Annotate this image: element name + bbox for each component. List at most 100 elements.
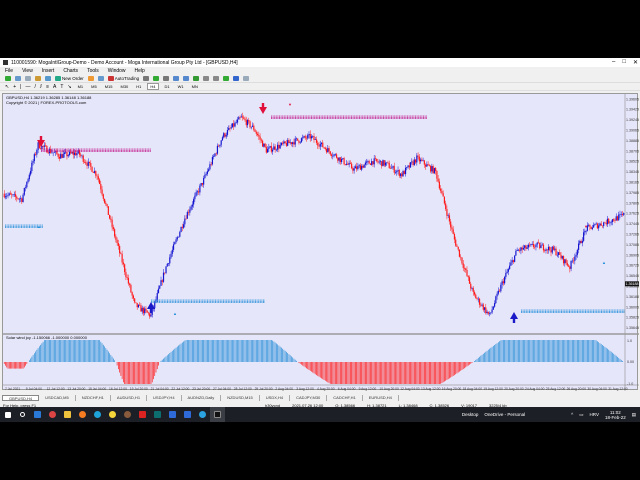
periods-icon[interactable] [233,76,240,81]
price-chart[interactable]: ▼ ▼ ▼ ▲ ▲ ▲ 1.39605 1.39425 1.39245 1.39065 1.3888… [3,94,639,391]
bar-chart-icon[interactable] [143,76,150,81]
tf-w1[interactable]: W1 [177,84,184,89]
clock[interactable]: 11:02 18-Feb-22 [605,410,626,420]
terminal-icon[interactable] [45,76,51,81]
firefox-icon[interactable] [75,407,90,422]
language-indicator[interactable]: HRV [589,412,599,417]
line-chart-icon[interactable] [163,76,170,81]
status-datetime: 2021.07.26 12:00 [292,402,324,408]
candle-body [527,244,530,248]
menu-file[interactable]: File [5,68,14,74]
chart-header: GBPUSD,H4 1.36219 1.36285 1.36148 1.3618… [6,95,91,106]
chart-tab[interactable]: GBPUSD,H4 [2,395,40,401]
chart-tab[interactable]: NZDUSD,M15 [221,395,260,401]
zoom-out-icon[interactable] [183,76,190,81]
chart-tab[interactable]: CADCHF,H1 [327,395,363,401]
chart-tab[interactable]: USDJPY,H4 [147,395,182,401]
minimize-button[interactable]: – [612,59,616,65]
chart-window[interactable]: ▼ ▼ ▼ ▲ ▲ ▲ 1.39605 1.39425 1.39245 1.39065 1.3888… [2,93,639,391]
tile-icon[interactable] [193,76,200,81]
maximize-button[interactable]: □ [622,59,626,65]
navigator-icon[interactable] [35,76,41,81]
crosshair-icon[interactable]: + [13,83,17,90]
chart-tab[interactable]: USDCAD,M5 [39,395,76,401]
candle-body [290,142,293,144]
chart-shift-icon[interactable] [213,76,220,81]
edge-icon[interactable] [90,407,105,422]
profiles-icon[interactable] [15,76,21,81]
app-p-icon[interactable] [135,407,150,422]
tf-h4[interactable]: H4 [147,83,159,90]
candles-icon[interactable] [153,76,160,81]
candle-body [560,254,562,259]
editor-icon[interactable] [97,76,104,81]
close-button[interactable]: ✕ [632,60,638,66]
menu-window[interactable]: Window [107,68,126,74]
text-icon[interactable]: A [52,83,57,90]
tf-d1[interactable]: D1 [164,84,170,89]
candle-body [547,246,550,251]
tf-h1[interactable]: H1 [136,84,142,89]
vertical-line-icon[interactable]: | [20,83,22,90]
tf-m15[interactable]: M15 [104,84,113,89]
desktop-toolbar[interactable]: Desktop [461,412,479,417]
chart-tab[interactable]: CADJPY,M30 [290,395,328,401]
onedrive-item[interactable]: OneDrive - Personal [484,412,526,417]
cursor-icon[interactable]: ↖ [5,83,10,90]
app-blue-icon-1[interactable] [165,407,180,422]
file-explorer-icon[interactable] [60,407,75,422]
menu-view[interactable]: View [22,68,33,74]
chart-tab[interactable]: EURUSD,H4 [362,395,399,401]
candle-body [529,244,531,246]
candle-body [512,260,514,262]
horizontal-line-icon[interactable]: — [25,83,31,90]
chart-tab[interactable]: AUDNZD,Daily [181,395,222,401]
search-icon[interactable] [15,407,30,422]
time-label: 19 Aug 12:00 [483,387,503,391]
app-eye-icon[interactable] [120,407,135,422]
price-label: 1.36188 [626,295,639,299]
new-order-icon [55,76,61,81]
new-chart-icon[interactable] [5,76,11,81]
autotrading-button[interactable]: AutoTrading [107,76,139,81]
chart-tab[interactable]: NZDCHF,H1 [75,395,111,401]
candle-body [193,199,195,205]
app-v-icon[interactable] [150,407,165,422]
fibonacci-icon[interactable]: ≡ [46,83,49,90]
network-icon[interactable]: ▭ [579,411,584,417]
mail-icon[interactable] [30,407,45,422]
candle-body [93,171,96,173]
chrome-icon[interactable] [45,407,60,422]
time-label: 31 Aug 12:00 [608,387,628,391]
channel-icon[interactable]: ⫽ [39,83,43,90]
app-blue-icon-2[interactable] [180,407,195,422]
tf-m1[interactable]: M1 [77,84,84,89]
menu-tools[interactable]: Tools [87,68,99,74]
trendline-icon[interactable]: / [34,83,36,90]
tf-m30[interactable]: M30 [120,84,129,89]
arrows-icon[interactable]: ↘ [67,83,72,90]
app-sun-icon[interactable] [105,407,120,422]
telegram-icon[interactable] [195,407,210,422]
tf-m5[interactable]: M5 [91,84,97,89]
menu-help[interactable]: Help [134,68,145,74]
start-button[interactable] [0,407,15,422]
market-watch-icon[interactable] [25,76,31,81]
tf-mn[interactable]: MN [191,84,198,89]
experts-icon[interactable] [87,76,94,81]
notifications-icon[interactable]: ▤ [631,411,636,417]
candle-body [277,144,279,150]
candle-body [199,185,201,193]
new-order-button[interactable]: New Order [55,76,84,81]
zoom-in-icon[interactable] [173,76,180,81]
indicators-icon[interactable] [223,76,230,81]
templates-icon[interactable] [243,76,250,81]
menu-charts[interactable]: Charts [63,68,79,74]
chart-tab[interactable]: AUDUSD,H1 [110,395,148,401]
autoscroll-icon[interactable] [203,76,210,81]
chart-tab[interactable]: USDX,H4 [259,395,291,401]
label-icon[interactable]: T [60,83,64,90]
menu-insert[interactable]: Insert [41,68,55,74]
mt4-taskbar-icon[interactable] [210,407,225,422]
tray-chevron-icon[interactable]: ^ [571,412,574,417]
